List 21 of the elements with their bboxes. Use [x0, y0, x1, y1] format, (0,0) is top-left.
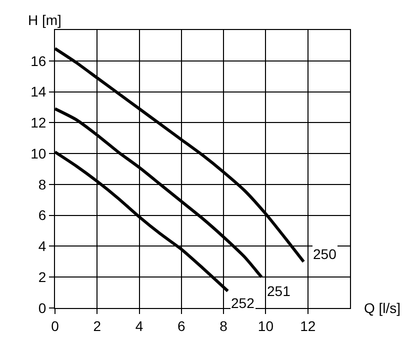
series-label: 252 [231, 295, 255, 311]
y-tick-label: 6 [38, 207, 46, 224]
x-tick-label: 12 [300, 318, 316, 334]
y-axis-title: H [m] [28, 12, 62, 28]
x-tick-label: 6 [178, 318, 186, 334]
y-tick-label: 8 [38, 176, 46, 192]
x-tick-label: 4 [135, 318, 144, 334]
x-axis-title: Q [l/s] [364, 300, 401, 316]
series-label: 251 [267, 283, 291, 299]
y-tick-label: 0 [38, 300, 46, 316]
y-tick-label: 10 [30, 145, 46, 162]
series-label: 250 [313, 246, 337, 262]
x-tick-label: 8 [220, 318, 228, 334]
y-tick-label: 14 [30, 84, 46, 100]
x-tick-label: 2 [93, 318, 102, 334]
y-tick-label: 2 [38, 269, 46, 286]
y-tick-label: 16 [30, 52, 46, 69]
x-tick-label: 0 [51, 318, 60, 334]
y-tick-label: 4 [38, 238, 46, 254]
x-tick-label: 10 [258, 318, 274, 334]
y-tick-label: 12 [30, 114, 46, 131]
